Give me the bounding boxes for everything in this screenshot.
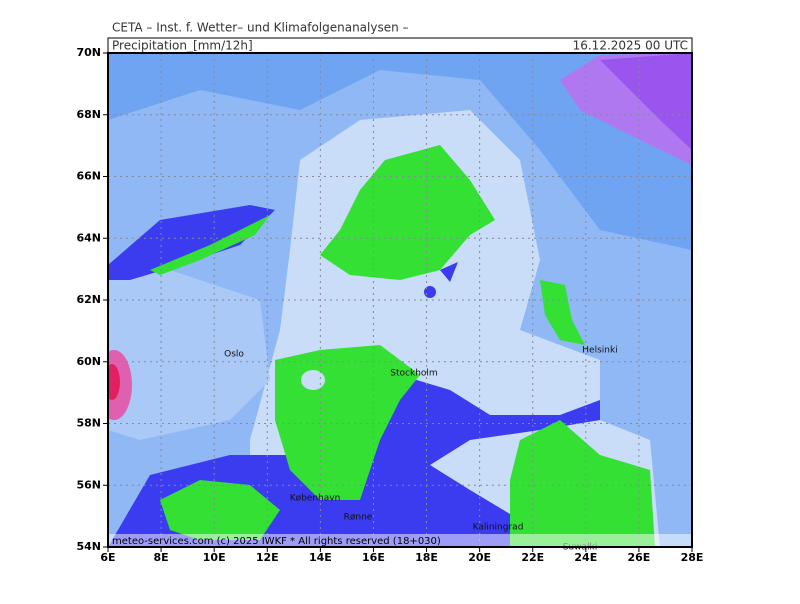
city-label: København [290, 494, 341, 504]
lon-label: 8E [154, 551, 169, 564]
footer: meteo-services.com (c) 2025 IWKF * All r… [112, 536, 441, 547]
lon-label: 28E [681, 551, 704, 564]
map-frame [107, 52, 693, 548]
lon-label: 10E [203, 551, 226, 564]
field [540, 280, 585, 345]
lat-label: 70N [76, 46, 101, 59]
footer-bar [108, 534, 692, 547]
city-label: Rønne [344, 513, 373, 523]
lon-label: 16E [362, 551, 385, 564]
lat-label: 66N [76, 170, 101, 183]
field [108, 53, 692, 250]
lat-label: 56N [76, 478, 101, 491]
city-label: Stockholm [390, 369, 437, 379]
field [301, 370, 325, 390]
field [440, 262, 458, 282]
field [510, 420, 655, 547]
lon-label: 14E [309, 551, 332, 564]
city-label: Oslo [224, 350, 244, 360]
field [424, 286, 436, 298]
field [108, 364, 120, 400]
field [108, 205, 275, 280]
lon-label: 22E [521, 551, 544, 564]
lon-label: 20E [468, 551, 491, 564]
field [160, 480, 280, 540]
lat-label: 68N [76, 108, 101, 121]
field [108, 270, 270, 440]
field [150, 215, 270, 275]
institute: CETA – Inst. f. Wetter– und Klimafolgena… [112, 21, 409, 35]
field [600, 53, 692, 150]
lon-label: 18E [415, 551, 438, 564]
city-label: Kaliningrad [473, 523, 524, 533]
lon-label: 6E [100, 551, 115, 564]
lon-label: 12E [256, 551, 279, 564]
map-field [108, 53, 692, 547]
lat-label: 58N [76, 417, 101, 430]
lon-label: 26E [627, 551, 650, 564]
map-title: Precipitation_[mm/12h] [112, 39, 253, 53]
lat-label: 60N [76, 355, 101, 368]
lat-label: 54N [76, 540, 101, 553]
city-label: Helsinki [582, 346, 617, 356]
lon-label: 24E [574, 551, 597, 564]
map-date: 16.12.2025 00 UTC [573, 39, 688, 53]
lat-label: 64N [76, 231, 101, 244]
graticule [108, 53, 692, 547]
lat-label: 62N [76, 293, 101, 306]
field [320, 145, 495, 280]
